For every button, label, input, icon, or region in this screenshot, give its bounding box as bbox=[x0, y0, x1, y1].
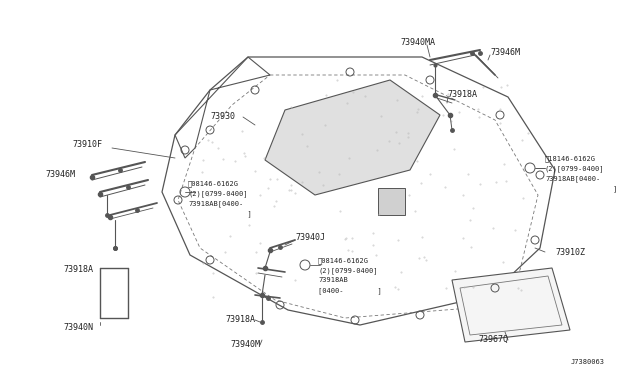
Polygon shape bbox=[378, 188, 405, 215]
Text: 73940J: 73940J bbox=[295, 233, 325, 242]
Text: (2)[0799-0400]: (2)[0799-0400] bbox=[545, 165, 605, 172]
Polygon shape bbox=[452, 268, 570, 342]
Text: 73940M: 73940M bbox=[230, 340, 260, 349]
Polygon shape bbox=[265, 80, 440, 195]
Text: 73940N: 73940N bbox=[63, 323, 93, 332]
Text: 73967Q: 73967Q bbox=[478, 335, 508, 344]
Text: 73918AB[0400-: 73918AB[0400- bbox=[545, 175, 600, 182]
Text: (2)[0799-0400]: (2)[0799-0400] bbox=[188, 190, 248, 197]
Text: 73910F: 73910F bbox=[72, 140, 102, 149]
Text: 73930: 73930 bbox=[210, 112, 235, 121]
Text: [0400-        ]: [0400- ] bbox=[318, 287, 381, 294]
Text: 73946M: 73946M bbox=[490, 48, 520, 57]
Text: 73918AB[0400-: 73918AB[0400- bbox=[188, 200, 243, 207]
Text: J7380063: J7380063 bbox=[571, 359, 605, 365]
Text: 73940MA: 73940MA bbox=[400, 38, 435, 47]
Text: 73910Z: 73910Z bbox=[555, 248, 585, 257]
Text: 73918A: 73918A bbox=[225, 315, 255, 324]
Text: ]: ] bbox=[545, 185, 617, 192]
Text: 73918AB: 73918AB bbox=[318, 277, 348, 283]
Text: 73918A: 73918A bbox=[63, 265, 93, 274]
Text: Ⓜ08146-6162G: Ⓜ08146-6162G bbox=[318, 257, 369, 264]
Text: ]: ] bbox=[188, 210, 252, 217]
Text: 73918A: 73918A bbox=[447, 90, 477, 99]
Text: Ⓜ18146-6162G: Ⓜ18146-6162G bbox=[545, 155, 596, 161]
Text: (2)[0799-0400]: (2)[0799-0400] bbox=[318, 267, 378, 274]
Text: Ⓜ08146-6162G: Ⓜ08146-6162G bbox=[188, 180, 239, 187]
Text: 73946M: 73946M bbox=[45, 170, 75, 179]
